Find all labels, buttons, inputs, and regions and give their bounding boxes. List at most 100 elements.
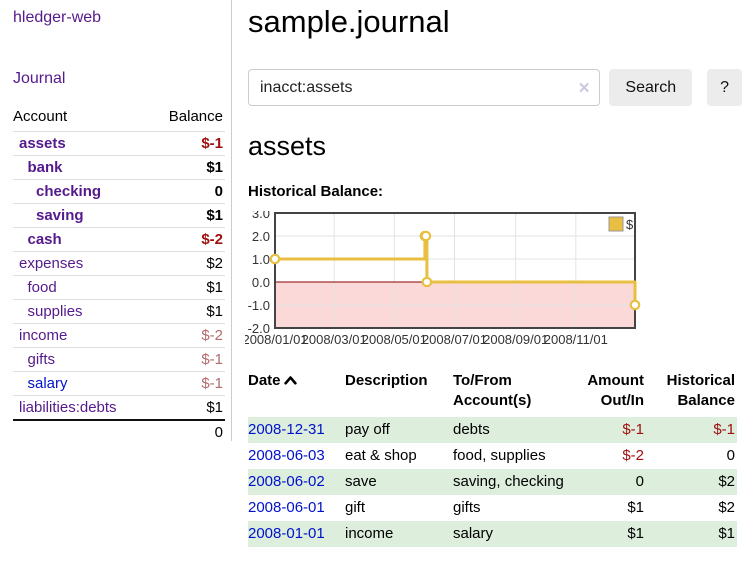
svg-text:2008/03/01: 2008/03/01 xyxy=(302,332,367,347)
svg-text:2008/01/01: 2008/01/01 xyxy=(245,332,308,347)
search-button[interactable]: Search xyxy=(609,69,693,106)
app-brand-link[interactable]: hledger-web xyxy=(13,9,102,26)
register-date-cell: 2008-06-02 xyxy=(248,469,345,495)
register-col-amount: Amount Out/In xyxy=(587,372,644,409)
account-row: salary $-1 xyxy=(13,371,225,396)
sort-ascending-icon xyxy=(283,376,297,385)
register-accounts-cell: salary xyxy=(453,525,494,542)
account-row: cash $-2 xyxy=(13,227,225,252)
account-link[interactable]: gifts xyxy=(27,351,56,368)
account-link[interactable]: cash xyxy=(27,231,62,248)
register-date-cell: 2008-06-03 xyxy=(248,443,345,469)
svg-text:-1.0: -1.0 xyxy=(248,298,270,313)
account-balance: $1 xyxy=(150,203,225,228)
account-link[interactable]: saving xyxy=(36,207,84,224)
search-form: ✕ Search ? xyxy=(248,69,742,106)
accounts-total-value: 0 xyxy=(150,419,225,444)
svg-text:2008/07/01: 2008/07/01 xyxy=(422,332,487,347)
register-accounts-cell: food, supplies xyxy=(453,447,546,464)
register-balance-cell: 0 xyxy=(726,447,735,464)
account-row: expenses $2 xyxy=(13,251,225,276)
register-row: 2008-12-31 pay off debts $-1 $-1 xyxy=(248,417,737,443)
register-description-cell: gift xyxy=(345,499,366,516)
app-brand: hledger-web xyxy=(13,9,225,27)
account-row: checking 0 xyxy=(13,179,225,204)
help-button[interactable]: ? xyxy=(707,69,742,106)
account-link[interactable]: supplies xyxy=(27,303,83,320)
account-link[interactable]: food xyxy=(27,279,57,296)
register-balance-cell: $1 xyxy=(718,525,735,542)
account-balance: $1 xyxy=(150,299,225,324)
account-row: income $-2 xyxy=(13,323,225,348)
register-date-cell: 2008-12-31 xyxy=(248,417,345,443)
account-balance: $2 xyxy=(150,251,225,276)
account-balance: $1 xyxy=(150,155,225,180)
register-accounts-cell: gifts xyxy=(453,499,481,516)
svg-text:0.0: 0.0 xyxy=(252,275,270,290)
register-amount-cell: 0 xyxy=(635,473,644,490)
register-row: 2008-06-03 eat & shop food, supplies $-2 0 xyxy=(248,443,737,469)
account-link[interactable]: checking xyxy=(36,183,102,200)
account-balance: 0 xyxy=(150,179,225,204)
svg-text:$: $ xyxy=(626,217,634,232)
transaction-date-link[interactable]: 2008-06-01 xyxy=(248,499,325,516)
account-row: supplies $1 xyxy=(13,299,225,324)
search-input[interactable] xyxy=(248,69,601,106)
svg-text:2008/11/01: 2008/11/01 xyxy=(544,332,608,347)
chart-canvas: 2008/01/012008/03/012008/05/012008/07/01… xyxy=(245,211,641,347)
account-link[interactable]: assets xyxy=(19,135,66,152)
account-link[interactable]: income xyxy=(19,327,68,344)
account-link[interactable]: salary xyxy=(27,375,68,392)
accounts-table: Account Balance assets $-1 bank $1 checking 0… xyxy=(13,105,225,444)
account-link[interactable]: liabilities:debts xyxy=(19,399,117,416)
register-row: 2008-06-01 gift gifts $1 $2 xyxy=(248,495,737,521)
accounts-col-account: Account xyxy=(13,108,68,125)
svg-text:2.0: 2.0 xyxy=(252,229,270,244)
account-balance: $-1 xyxy=(150,131,225,156)
main-content: sample.journal ✕ Search ? assets Histori… xyxy=(245,0,742,547)
register-amount-cell: $-1 xyxy=(622,421,644,438)
accounts-header-row: Account Balance xyxy=(13,105,225,132)
account-balance: $-1 xyxy=(150,347,225,372)
sidebar: hledger-web Journal Account Balance asse… xyxy=(0,0,232,444)
register-col-date[interactable]: Date xyxy=(248,369,345,417)
register-amount-cell: $-2 xyxy=(622,447,644,464)
transaction-date-link[interactable]: 2008-06-02 xyxy=(248,473,325,490)
account-row: food $1 xyxy=(13,275,225,300)
account-balance: $-2 xyxy=(150,227,225,252)
register-col-accounts: To/From Account(s) xyxy=(453,372,532,409)
register-description-cell: pay off xyxy=(345,421,390,438)
register-accounts-cell: saving, checking xyxy=(453,473,564,490)
register-balance-cell: $2 xyxy=(718,473,735,490)
register-balance-cell: $-1 xyxy=(713,421,735,438)
register-amount-cell: $1 xyxy=(627,525,644,542)
account-balance: $-1 xyxy=(150,371,225,396)
sidebar-journal-link[interactable]: Journal xyxy=(13,70,66,87)
account-row: liabilities:debts $1 xyxy=(13,395,225,420)
register-row: 2008-01-01 income salary $1 $1 xyxy=(248,521,737,547)
accounts-col-balance: Balance xyxy=(168,108,223,125)
register-table: Date Description To/From Account(s) Amou… xyxy=(248,369,737,547)
clear-search-icon[interactable]: ✕ xyxy=(577,79,591,97)
account-row: bank $1 xyxy=(13,155,225,180)
account-balance: $1 xyxy=(150,275,225,300)
svg-text:2008/05/01: 2008/05/01 xyxy=(362,332,427,347)
register-accounts-cell: debts xyxy=(453,421,490,438)
register-description-cell: eat & shop xyxy=(345,447,417,464)
account-balance: $-2 xyxy=(150,323,225,348)
historical-balance-chart: 2008/01/01 2008/03/01 2008/05/01 2008/07/01… xyxy=(245,211,742,353)
transaction-date-link[interactable]: 2008-01-01 xyxy=(248,525,325,542)
transaction-date-link[interactable]: 2008-12-31 xyxy=(248,421,325,438)
transaction-date-link[interactable]: 2008-06-03 xyxy=(248,447,325,464)
chart-title: Historical Balance: xyxy=(248,183,384,200)
account-row: saving $1 xyxy=(13,203,225,228)
accounts-total-row: 0 xyxy=(13,419,225,444)
svg-text:3.0: 3.0 xyxy=(252,211,270,221)
search-box: ✕ xyxy=(248,69,601,106)
account-link[interactable]: expenses xyxy=(19,255,84,272)
register-col-description: Description xyxy=(345,372,428,389)
account-link[interactable]: bank xyxy=(27,159,63,176)
svg-text:1.0: 1.0 xyxy=(252,252,270,267)
account-heading: assets xyxy=(248,131,327,161)
